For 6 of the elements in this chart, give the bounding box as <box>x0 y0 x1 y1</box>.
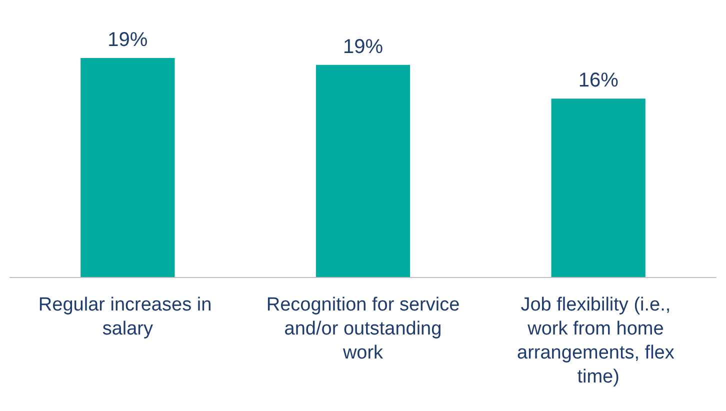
data-label: 19% <box>108 29 148 52</box>
data-label: 19% <box>342 36 384 58</box>
x-tick-label: Regular increases in salary <box>38 294 217 340</box>
x-tick-label: Job flexibility (i.e., work from home arrangements, flex time) <box>517 294 680 388</box>
x-tick-label: Recognition for service and/or outstanding work <box>266 294 460 364</box>
data-label: 16% <box>578 70 619 92</box>
